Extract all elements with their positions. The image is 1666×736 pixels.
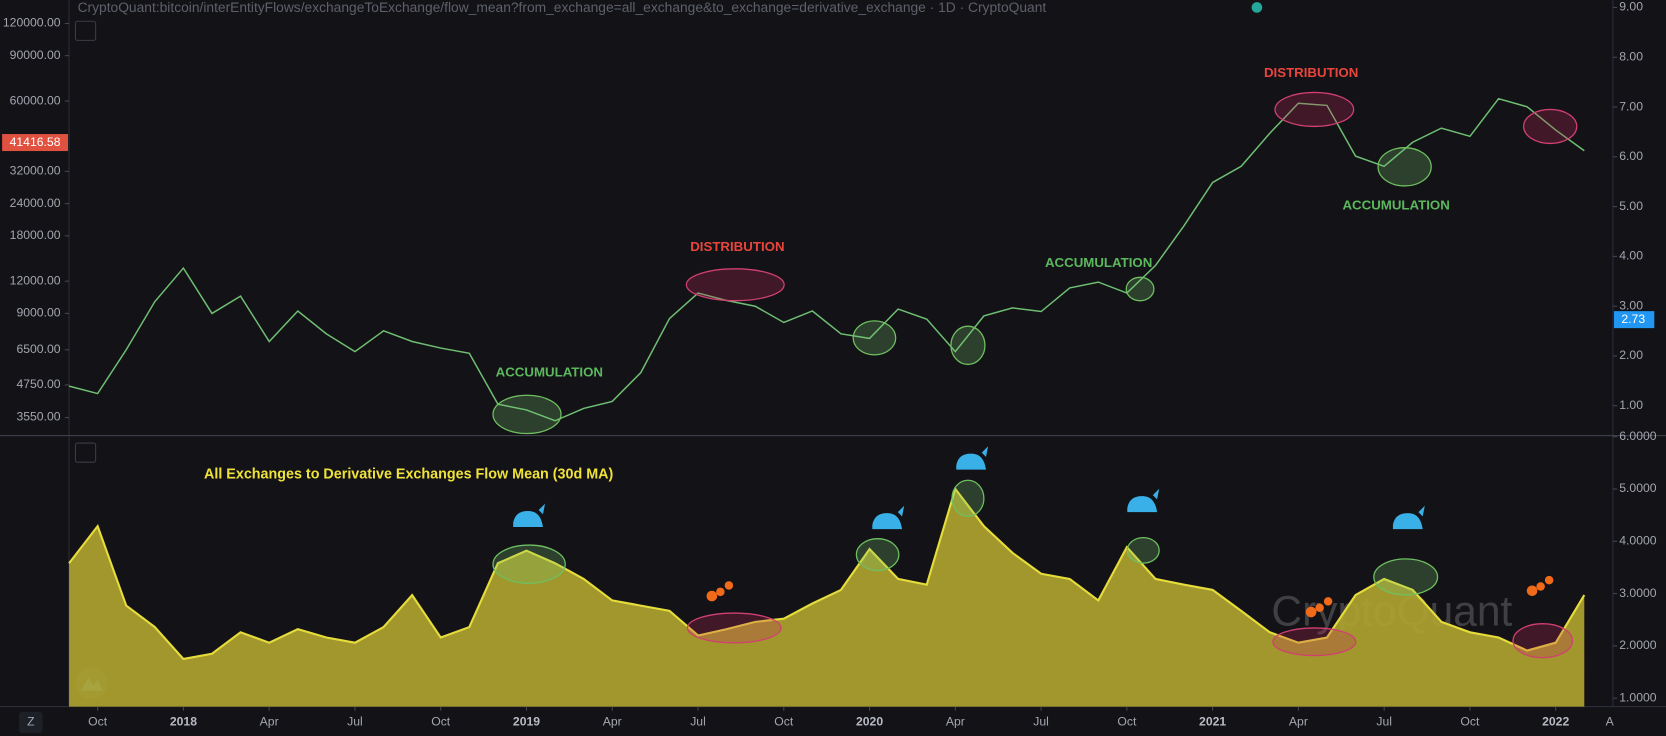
pane-button[interactable] xyxy=(74,442,97,463)
annotation: DISTRIBUTION xyxy=(690,239,784,254)
price-line xyxy=(68,97,1585,422)
flow-line xyxy=(68,486,1586,661)
y2-tick-label: 7.00 xyxy=(1619,99,1643,113)
highlight-ellipse xyxy=(951,479,985,518)
ant-icon xyxy=(706,590,718,602)
auto-scale-label[interactable]: A xyxy=(1606,715,1615,729)
y-tick-label: 32000.00 xyxy=(10,164,61,178)
x-tick-label: Apr xyxy=(603,715,622,729)
whale-icon xyxy=(1127,488,1160,513)
x-tick-label: Jul xyxy=(1033,715,1049,729)
whale-icon xyxy=(956,446,989,470)
ant-icon xyxy=(716,587,725,597)
highlight-ellipse xyxy=(1512,623,1574,659)
ant-icon xyxy=(724,581,734,590)
y2-tick-label: 6.00 xyxy=(1619,149,1643,163)
x-tick-label: Oct xyxy=(88,715,108,729)
ant-icon xyxy=(1305,606,1317,618)
highlight-ellipse xyxy=(1126,536,1160,564)
x-tick-label: Apr xyxy=(1289,715,1308,729)
y-tick-label: 12000.00 xyxy=(10,273,61,287)
y2-tick-label: 4.00 xyxy=(1619,249,1643,263)
y-tick-label: 120000.00 xyxy=(3,16,61,30)
timezone-label: Z xyxy=(27,715,35,729)
y2-tick-label: 3.00 xyxy=(1619,298,1643,312)
y-tick-label: 6500.00 xyxy=(16,342,60,356)
y-tick-label: 3550.00 xyxy=(16,410,60,424)
x-tick-label: 2019 xyxy=(513,715,540,729)
annotation: DISTRIBUTION xyxy=(1264,65,1358,80)
x-tick-label: Oct xyxy=(774,715,794,729)
indicator-title: All Exchanges to Derivative Exchanges Fl… xyxy=(204,467,613,483)
x-tick-label: Apr xyxy=(260,715,279,729)
ant-icon xyxy=(1526,585,1538,597)
y-tick-label: 4.0000 xyxy=(1619,533,1657,547)
x-tick-label: Oct xyxy=(1460,715,1480,729)
y-tick-label: 5.0000 xyxy=(1619,481,1657,495)
whale-icon xyxy=(872,505,905,530)
last-price-box xyxy=(2,134,68,152)
y-tick-label: 2.0000 xyxy=(1619,638,1657,652)
y-tick-label: 1.0000 xyxy=(1619,690,1657,704)
x-tick-label: Apr xyxy=(946,715,965,729)
annotation: ACCUMULATION xyxy=(496,364,603,379)
x-tick-label: Oct xyxy=(1117,715,1137,729)
highlight-ellipse xyxy=(686,612,782,644)
y-tick-label: 3.0000 xyxy=(1619,586,1657,600)
source-title: CryptoQuant:bitcoin/interEntityFlows/exc… xyxy=(78,0,1047,15)
highlight-ellipse xyxy=(492,394,562,435)
highlight-ellipse xyxy=(855,538,900,572)
status-dot xyxy=(1251,2,1263,13)
whale-icon xyxy=(513,503,546,527)
highlight-ellipse xyxy=(1373,558,1439,596)
highlight-ellipse xyxy=(1125,276,1155,302)
pane-button[interactable] xyxy=(74,20,97,41)
highlight-ellipse xyxy=(1377,147,1432,187)
y-tick-label: 90000.00 xyxy=(10,48,61,62)
x-tick-label: 2018 xyxy=(170,715,197,729)
highlight-ellipse xyxy=(1274,91,1355,128)
ant-icon xyxy=(1544,575,1554,585)
highlight-ellipse xyxy=(492,544,566,584)
y-tick-label: 18000.00 xyxy=(10,228,61,242)
timezone-button[interactable] xyxy=(19,711,43,734)
annotation: ACCUMULATION xyxy=(1045,255,1152,270)
x-tick-label: 2021 xyxy=(1199,715,1226,729)
last-price-label: 41416.58 xyxy=(10,135,61,149)
highlight-ellipse xyxy=(685,268,785,302)
y-tick-label: 60000.00 xyxy=(10,93,61,107)
y-tick-label: 6.0000 xyxy=(1619,429,1657,443)
y2-tick-label: 1.00 xyxy=(1619,398,1643,412)
x-tick-label: Jul xyxy=(690,715,706,729)
highlight-ellipse xyxy=(1272,627,1357,657)
y-tick-label: 9000.00 xyxy=(16,306,60,320)
last-value-box xyxy=(1613,311,1655,329)
y2-tick-label: 2.00 xyxy=(1619,348,1643,362)
highlight-ellipse xyxy=(1522,108,1578,145)
x-tick-label: 2022 xyxy=(1542,715,1569,729)
y2-tick-label: 5.00 xyxy=(1619,199,1643,213)
highlight-ellipse xyxy=(950,325,986,366)
highlight-ellipse xyxy=(852,320,897,356)
whale-icon xyxy=(1392,505,1425,530)
x-tick-label: Jul xyxy=(1376,715,1392,729)
x-tick-label: Oct xyxy=(431,715,451,729)
y-tick-label: 4750.00 xyxy=(16,377,60,391)
x-tick-label: 2020 xyxy=(856,715,883,729)
ant-icon xyxy=(1536,582,1545,591)
y-tick-label: 24000.00 xyxy=(10,196,61,210)
annotation: ACCUMULATION xyxy=(1342,198,1449,213)
ant-icon xyxy=(1315,603,1324,612)
y2-tick-label: 9.00 xyxy=(1619,0,1643,14)
last-value-label: 2.73 xyxy=(1621,312,1645,326)
x-tick-label: Jul xyxy=(347,715,363,729)
y2-tick-label: 8.00 xyxy=(1619,49,1643,63)
ant-icon xyxy=(1323,597,1333,606)
